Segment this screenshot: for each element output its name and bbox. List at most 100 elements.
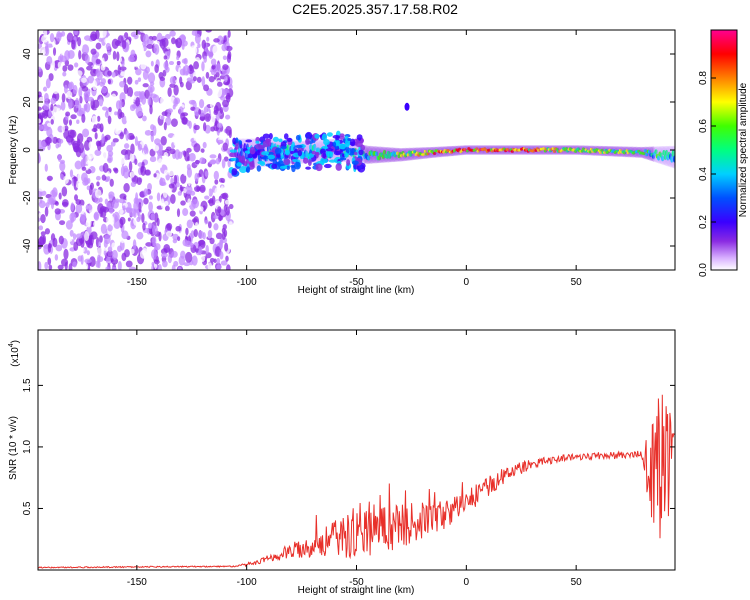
- heatmap-noise-cell: [38, 225, 44, 231]
- heatmap-noise-cell: [147, 222, 153, 229]
- heatmap-x-axis-label: Height of straight line (km): [298, 285, 415, 296]
- heatmap-noise-cell: [206, 187, 210, 198]
- heatmap-noise-cell: [74, 225, 80, 232]
- colorbar-tick-label: 0.8: [698, 71, 709, 85]
- heatmap-noise-cell: [193, 61, 200, 70]
- heatmap-noise-cell: [150, 213, 156, 221]
- colorbar-ticks: 0.0 0.2 0.4 0.6 0.8: [698, 71, 716, 277]
- heatmap-noise-cell: [151, 35, 158, 41]
- heatmap-noise-cell: [205, 71, 210, 79]
- heatmap-noise-cell: [121, 230, 129, 240]
- heatmap-noise-cell: [219, 239, 223, 250]
- heatmap-noise-cell: [46, 127, 53, 137]
- heatmap-noise-cell: [46, 175, 53, 181]
- heatmap-noise-cell: [216, 139, 224, 144]
- heatmap-noise-cell: [215, 62, 221, 73]
- heatmap-noise-cell: [206, 140, 214, 147]
- heatmap-noise-cell: [119, 216, 126, 225]
- heatmap-noise-cell: [104, 198, 109, 205]
- heatmap-noise-cell: [215, 86, 223, 98]
- heatmap-noise-cell: [96, 123, 101, 129]
- heatmap-noise-cell: [110, 93, 117, 104]
- heatmap-noise-cell: [201, 39, 207, 50]
- snr-x-tick-label: -50: [349, 577, 364, 588]
- heatmap-noise-cell: [140, 46, 144, 53]
- svg-text:(x104): (x104): [8, 340, 21, 367]
- heatmap-noise-cell: [81, 113, 86, 123]
- heatmap-noise-cell: [208, 97, 212, 104]
- heatmap-noise-cell: [213, 109, 219, 116]
- heatmap-ridge-cell: [426, 152, 430, 156]
- heatmap-noise-cell: [136, 263, 142, 270]
- heatmap-noise-cell: [215, 232, 223, 240]
- heatmap-ridge-cell: [385, 154, 389, 159]
- heatmap-noise-cell: [194, 172, 199, 182]
- heatmap-noise-cell: [61, 186, 68, 197]
- heatmap-noise-cell: [46, 43, 54, 48]
- heatmap-noise-cell: [94, 198, 101, 204]
- heatmap-blob: [315, 163, 323, 172]
- colorbar-tick-label: 0.0: [698, 263, 709, 277]
- snr-y-tick-label: 1.5: [22, 378, 33, 392]
- heatmap-noise-cell: [216, 257, 221, 265]
- heatmap-noise-cell: [49, 33, 55, 43]
- heatmap-noise-cell: [96, 247, 104, 256]
- heatmap-noise-cell: [40, 231, 46, 236]
- snr-x-tick-label: 50: [571, 577, 583, 588]
- heatmap-noise-cell: [104, 37, 111, 44]
- heatmap-noise-cell: [226, 264, 231, 270]
- heatmap-noise-cell: [182, 239, 189, 247]
- heatmap-noise-cell: [114, 126, 122, 135]
- heatmap-noise-cell: [183, 187, 187, 194]
- heatmap-blob: [332, 134, 341, 139]
- heatmap-noise-cell: [139, 30, 147, 33]
- heatmap-noise-cell: [77, 36, 82, 47]
- heatmap-noise-cell: [161, 252, 168, 258]
- heatmap-noise-cell: [180, 173, 187, 184]
- heatmap-noise-cell: [117, 64, 121, 76]
- heatmap-noise-cell: [101, 133, 105, 144]
- heatmap-noise-cell: [83, 104, 88, 112]
- heatmap-blob: [325, 150, 333, 157]
- heatmap-noise-cell: [89, 250, 95, 257]
- heatmap-noise-cell: [194, 33, 201, 44]
- heatmap-noise-cell: [40, 214, 46, 224]
- heatmap-noise-cell: [125, 111, 130, 123]
- snr-scale-prefix: (x10: [10, 347, 21, 367]
- heatmap-noise-cell: [152, 125, 157, 136]
- heatmap-noise-cell: [170, 193, 176, 204]
- heatmap-noise-cell: [188, 152, 196, 162]
- heatmap-ridge-cell: [542, 147, 546, 151]
- heatmap-noise-cell: [223, 204, 228, 212]
- heatmap-blob: [295, 144, 303, 149]
- heatmap-ridge-cell: [400, 153, 404, 158]
- heatmap-noise-cell: [159, 76, 166, 82]
- heatmap-noise-cell: [38, 124, 43, 131]
- heatmap-noise-cell: [63, 175, 69, 185]
- heatmap-noise-cell: [45, 43, 49, 54]
- heatmap-noise-cell: [129, 135, 136, 140]
- heatmap-blob: [245, 166, 251, 173]
- heatmap-blob: [346, 159, 351, 167]
- heatmap-noise-cell: [178, 255, 186, 266]
- heatmap-noise-cell: [222, 142, 229, 151]
- heatmap-noise-cell: [199, 157, 206, 165]
- heatmap-noise-cell: [145, 242, 153, 247]
- heatmap-noise-cell: [84, 54, 90, 64]
- heatmap-noise-cell: [160, 96, 164, 106]
- heatmap-noise-cell: [75, 199, 82, 205]
- heatmap-noise-cell: [170, 177, 174, 186]
- heatmap-noise-cell: [123, 143, 130, 149]
- heatmap-noise-cell: [162, 187, 168, 198]
- heatmap-noise-cell: [225, 125, 232, 136]
- heatmap-x-tick-label: -50: [349, 277, 364, 288]
- heatmap-blob: [267, 154, 276, 160]
- heatmap-noise-cell: [73, 30, 79, 36]
- heatmap-noise-cell: [61, 93, 66, 103]
- heatmap-noise-cell: [69, 229, 74, 237]
- heatmap-blob: [255, 140, 260, 144]
- heatmap-noise-cell: [52, 47, 57, 56]
- heatmap-noise-cell: [199, 184, 206, 193]
- heatmap-noise-cell: [166, 230, 173, 237]
- heatmap-noise-cell: [163, 55, 168, 60]
